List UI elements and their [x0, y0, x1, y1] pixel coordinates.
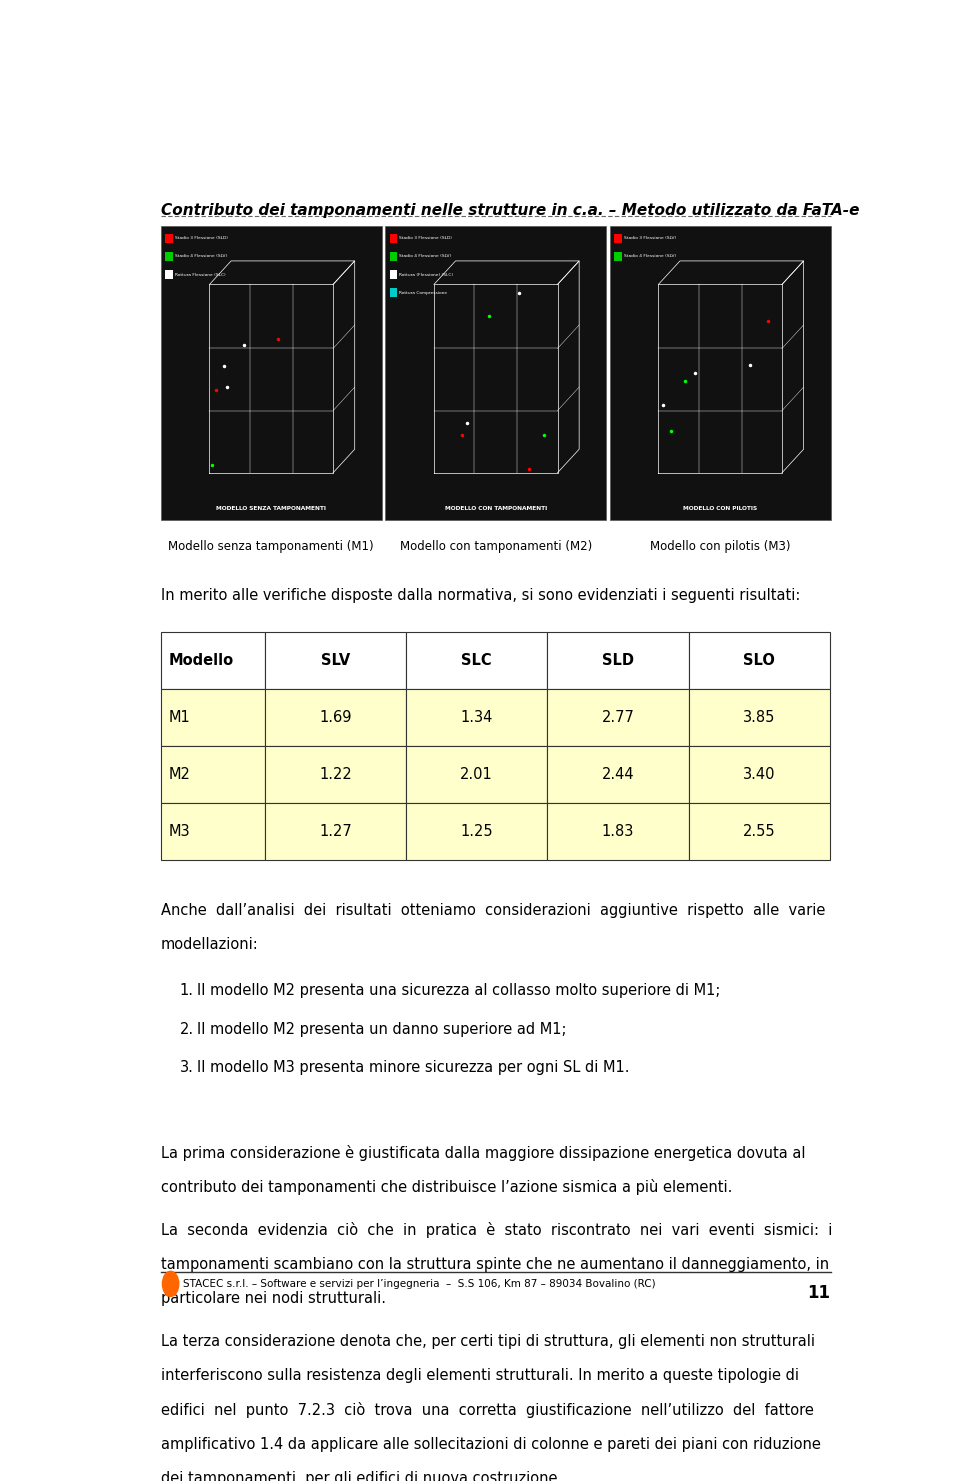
Text: Stadio 3 Flessione (SLD): Stadio 3 Flessione (SLD): [399, 235, 452, 240]
Text: M3: M3: [168, 823, 190, 838]
Text: STACEC s.r.l. – Software e servizi per l’ingegneria  –  S.S 106, Km 87 – 89034 B: STACEC s.r.l. – Software e servizi per l…: [183, 1280, 656, 1288]
Text: M1: M1: [168, 709, 190, 724]
FancyBboxPatch shape: [547, 689, 688, 745]
FancyBboxPatch shape: [161, 225, 382, 520]
Text: Modello senza tamponamenti (M1): Modello senza tamponamenti (M1): [168, 541, 374, 554]
Text: dei tamponamenti, per gli edifici di nuova costruzione.: dei tamponamenti, per gli edifici di nuo…: [161, 1471, 563, 1481]
Text: 3.85: 3.85: [743, 709, 776, 724]
Text: modellazioni:: modellazioni:: [161, 937, 258, 952]
Text: 3.: 3.: [180, 1060, 193, 1075]
Text: edifici  nel  punto  7.2.3  ciò  trova  una  corretta  giustificazione  nell’uti: edifici nel punto 7.2.3 ciò trova una co…: [161, 1403, 814, 1419]
Text: 1.: 1.: [180, 983, 194, 998]
Text: Il modello M2 presenta una sicurezza al collasso molto superiore di M1;: Il modello M2 presenta una sicurezza al …: [197, 983, 720, 998]
FancyBboxPatch shape: [614, 234, 622, 243]
Text: M2: M2: [168, 767, 190, 782]
Text: MODELLO SENZA TAMPONAMENTI: MODELLO SENZA TAMPONAMENTI: [216, 507, 326, 511]
Text: Modello: Modello: [168, 653, 233, 668]
Text: Il modello M2 presenta un danno superiore ad M1;: Il modello M2 presenta un danno superior…: [197, 1022, 566, 1037]
Text: 2.77: 2.77: [602, 709, 635, 724]
Text: SLO: SLO: [743, 653, 775, 668]
Text: La prima considerazione è giustificata dalla maggiore dissipazione energetica do: La prima considerazione è giustificata d…: [161, 1145, 805, 1161]
Text: amplificativo 1.4 da applicare alle sollecitazioni di colonne e pareti dei piani: amplificativo 1.4 da applicare alle soll…: [161, 1437, 821, 1451]
Text: Stadio 4 Flessione (SLV): Stadio 4 Flessione (SLV): [175, 255, 228, 258]
Text: Modello con tamponamenti (M2): Modello con tamponamenti (M2): [399, 541, 592, 554]
Text: Rottura Compressione: Rottura Compressione: [399, 290, 447, 295]
Text: Contributo dei tamponamenti nelle strutture in c.a. – Metodo utilizzato da FaTA-: Contributo dei tamponamenti nelle strutt…: [161, 203, 859, 218]
FancyBboxPatch shape: [406, 689, 547, 745]
Text: contributo dei tamponamenti che distribuisce l’azione sismica a più elementi.: contributo dei tamponamenti che distribu…: [161, 1179, 732, 1195]
FancyBboxPatch shape: [390, 270, 397, 280]
Text: Rottura Flessione (SLC): Rottura Flessione (SLC): [175, 273, 226, 277]
Text: MODELLO CON TAMPONAMENTI: MODELLO CON TAMPONAMENTI: [444, 507, 547, 511]
Text: Rottura (Flessione) (SLC): Rottura (Flessione) (SLC): [399, 273, 453, 277]
Text: La terza considerazione denota che, per certi tipi di struttura, gli elementi no: La terza considerazione denota che, per …: [161, 1334, 815, 1349]
FancyBboxPatch shape: [165, 234, 173, 243]
Text: In merito alle verifiche disposte dalla normativa, si sono evidenziati i seguent: In merito alle verifiche disposte dalla …: [161, 588, 801, 603]
Text: SLV: SLV: [321, 653, 350, 668]
Text: Stadio 3 Flessione (SLD): Stadio 3 Flessione (SLD): [175, 235, 228, 240]
Text: SLD: SLD: [602, 653, 634, 668]
FancyBboxPatch shape: [265, 631, 406, 689]
FancyBboxPatch shape: [406, 803, 547, 859]
FancyBboxPatch shape: [614, 252, 622, 261]
Text: 2.: 2.: [180, 1022, 194, 1037]
Text: Modello con pilotis (M3): Modello con pilotis (M3): [650, 541, 790, 554]
FancyBboxPatch shape: [390, 252, 397, 261]
Text: tamponamenti scambiano con la struttura spinte che ne aumentano il danneggiament: tamponamenti scambiano con la struttura …: [161, 1256, 829, 1272]
Text: 2.01: 2.01: [460, 767, 493, 782]
FancyBboxPatch shape: [390, 234, 397, 243]
FancyBboxPatch shape: [688, 745, 829, 803]
FancyBboxPatch shape: [265, 745, 406, 803]
FancyBboxPatch shape: [161, 631, 265, 689]
FancyBboxPatch shape: [161, 803, 265, 859]
Text: 3.40: 3.40: [743, 767, 776, 782]
Text: 1.69: 1.69: [319, 709, 351, 724]
Text: 11: 11: [807, 1284, 830, 1302]
Text: 1.83: 1.83: [602, 823, 635, 838]
Text: 1.22: 1.22: [319, 767, 351, 782]
Text: particolare nei nodi strutturali.: particolare nei nodi strutturali.: [161, 1291, 386, 1306]
Text: interferiscono sulla resistenza degli elementi strutturali. In merito a queste t: interferiscono sulla resistenza degli el…: [161, 1368, 799, 1383]
FancyBboxPatch shape: [688, 631, 829, 689]
FancyBboxPatch shape: [547, 631, 688, 689]
FancyBboxPatch shape: [165, 252, 173, 261]
Text: MODELLO CON PILOTIS: MODELLO CON PILOTIS: [684, 507, 757, 511]
Text: Anche  dall’analisi  dei  risultati  otteniamo  considerazioni  aggiuntive  risp: Anche dall’analisi dei risultati ottenia…: [161, 903, 826, 918]
FancyBboxPatch shape: [265, 803, 406, 859]
FancyBboxPatch shape: [265, 689, 406, 745]
FancyBboxPatch shape: [547, 803, 688, 859]
FancyBboxPatch shape: [406, 745, 547, 803]
FancyBboxPatch shape: [610, 225, 830, 520]
FancyBboxPatch shape: [161, 745, 265, 803]
Text: Stadio 4 Flessione (SLV): Stadio 4 Flessione (SLV): [399, 255, 451, 258]
Text: Stadio 4 Flessione (SLV): Stadio 4 Flessione (SLV): [624, 255, 676, 258]
Text: SLC: SLC: [462, 653, 492, 668]
Text: Il modello M3 presenta minore sicurezza per ogni SL di M1.: Il modello M3 presenta minore sicurezza …: [197, 1060, 629, 1075]
Text: 2.44: 2.44: [602, 767, 635, 782]
Text: 2.55: 2.55: [743, 823, 776, 838]
FancyBboxPatch shape: [406, 631, 547, 689]
FancyBboxPatch shape: [161, 689, 265, 745]
FancyBboxPatch shape: [390, 289, 397, 298]
FancyBboxPatch shape: [688, 803, 829, 859]
FancyBboxPatch shape: [165, 270, 173, 280]
Text: 1.34: 1.34: [461, 709, 492, 724]
Text: 1.25: 1.25: [461, 823, 492, 838]
Circle shape: [162, 1271, 179, 1296]
FancyBboxPatch shape: [688, 689, 829, 745]
FancyBboxPatch shape: [385, 225, 606, 520]
Text: Stadio 3 Flessione (SLV): Stadio 3 Flessione (SLV): [624, 235, 676, 240]
Text: La  seconda  evidenzia  ciò  che  in  pratica  è  stato  riscontrato  nei  vari : La seconda evidenzia ciò che in pratica …: [161, 1222, 832, 1238]
Text: 1.27: 1.27: [319, 823, 351, 838]
FancyBboxPatch shape: [547, 745, 688, 803]
